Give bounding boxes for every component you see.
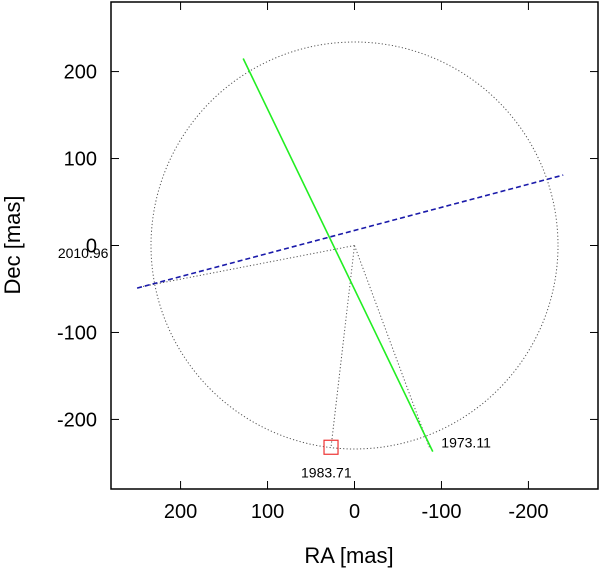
y-tick-label: 0: [86, 236, 97, 258]
epoch-marker-square: [323, 439, 339, 455]
dashed-blue-line: [136, 174, 564, 289]
x-tick-label: 200: [164, 501, 197, 523]
x-tick-label: -100: [421, 501, 461, 523]
connector-line-1: [138, 245, 355, 288]
connector-line-2: [330, 245, 355, 448]
x-tick-label: 0: [349, 501, 360, 523]
y-tick-label: -100: [57, 322, 97, 344]
x-tick-label: 100: [251, 501, 284, 523]
epoch-label-3: 1973.11: [441, 434, 491, 450]
connector-line-3: [354, 245, 430, 448]
epoch-label-1: 2010.96: [58, 245, 109, 261]
solid-green-line: [242, 58, 434, 452]
x-axis-title: RA [mas]: [304, 543, 393, 568]
y-axis-title: Dec [mas]: [0, 195, 25, 294]
x-tick-label: -200: [508, 501, 548, 523]
y-tick-label: 100: [64, 149, 97, 171]
y-tick-label: 200: [64, 62, 97, 84]
y-tick-label: -200: [57, 409, 97, 431]
orbit-circle: [150, 41, 559, 450]
epoch-label-2: 1983.71: [301, 464, 352, 480]
